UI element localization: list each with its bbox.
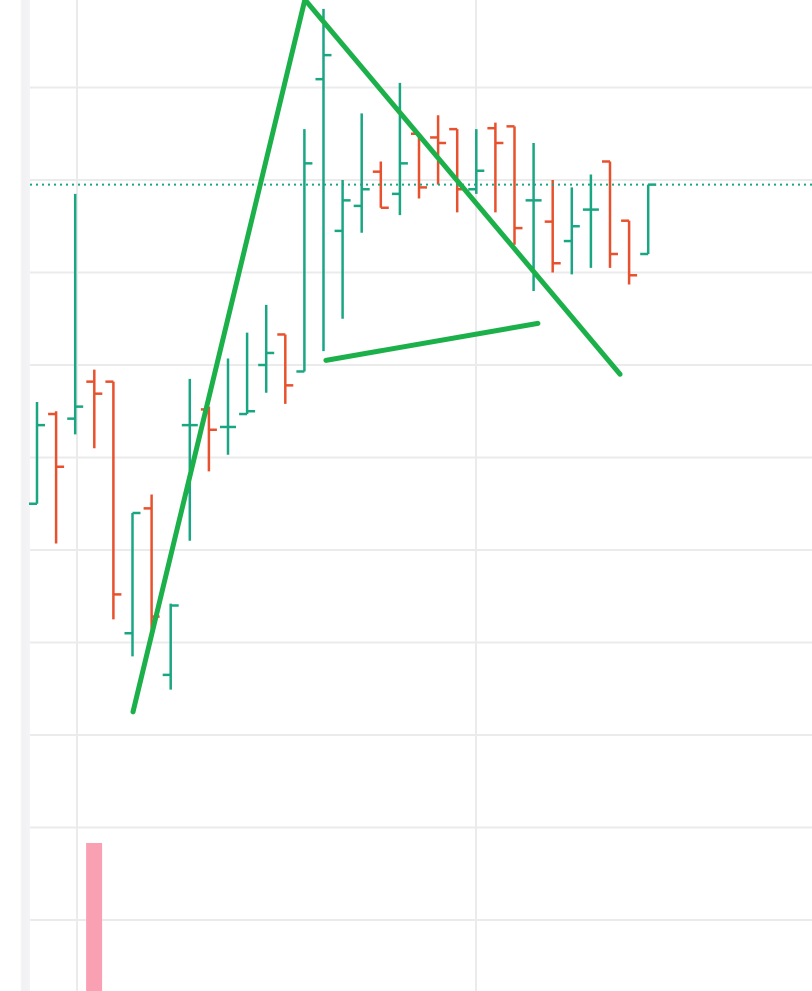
ohlc-bar-up [239, 332, 256, 416]
ohlc-bar-up [67, 193, 84, 435]
ohlc-bar-up [582, 174, 599, 268]
ohlc-bar-down [430, 115, 447, 185]
ohlc-bar-down [48, 411, 65, 544]
ohlc-bar-down [506, 125, 523, 245]
ohlc-bar-down [105, 380, 122, 620]
ohlc-bar-up [258, 304, 275, 393]
pattern-lines[interactable] [130, 0, 623, 715]
ohlc-bar-up [124, 511, 141, 657]
ohlc-bar-up [315, 8, 332, 352]
left-edge-strip [0, 0, 30, 991]
ohlc-bar-up [181, 378, 198, 541]
ohlc-bar-up [353, 113, 370, 233]
ohlc-bar-down [602, 160, 618, 268]
pennant-lower-line [323, 320, 541, 363]
ohlc-bar-up [162, 603, 179, 690]
ohlc-bar-down [86, 369, 103, 449]
volume-bar [86, 843, 103, 991]
ohlc-bars [29, 8, 657, 690]
pennant-upper-line [302, 0, 623, 377]
ohlc-bar-down [544, 180, 561, 273]
ohlc-bar-up [640, 183, 657, 256]
ohlc-bar-down [277, 333, 294, 404]
ohlc-bar-up [525, 143, 542, 291]
volume-layer [86, 843, 103, 991]
ohlc-bar-down [621, 219, 638, 285]
ohlc-bar-down [372, 161, 389, 209]
ohlc-bar-up [563, 187, 580, 275]
ohlc-bar-up [296, 129, 313, 373]
ohlc-bar-down [487, 122, 504, 213]
ohlc-bar-up [391, 82, 408, 216]
flagpole-line [130, 0, 308, 715]
ohlc-bar-up [468, 129, 485, 194]
ohlc-bar-up [334, 180, 351, 319]
grid [30, 0, 812, 991]
ohlc-bar-up [29, 402, 45, 505]
ohlc-bar-up [220, 358, 236, 455]
